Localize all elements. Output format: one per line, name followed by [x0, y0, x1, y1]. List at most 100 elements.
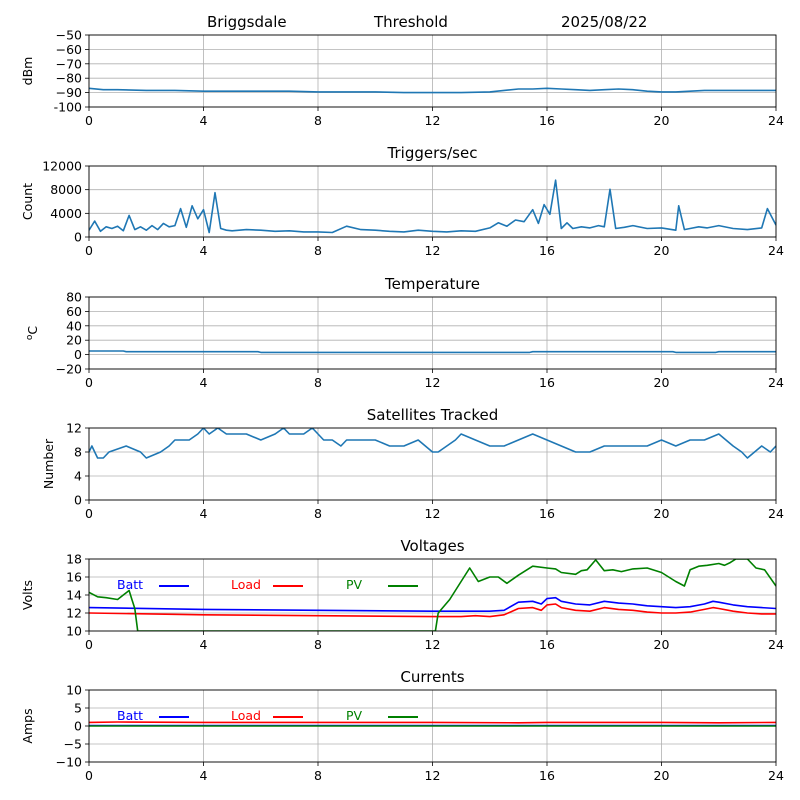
voltages-xtick-label: 4: [200, 637, 208, 652]
currents-xtick-label: 24: [768, 768, 784, 783]
temperature-ylabel-sup: o: [25, 334, 35, 340]
temperature-ytick-label: −20: [56, 362, 82, 377]
satellites-tracked-ytick-label: 8: [74, 445, 82, 460]
voltages-ylabel: Volts: [20, 580, 35, 610]
voltages-title: Voltages: [400, 537, 464, 555]
triggers-sec-ytick-label: 12000: [42, 159, 82, 174]
temperature-ytick-label: 0: [74, 347, 82, 362]
temperature-ytick-label: 20: [66, 333, 82, 348]
satellites-tracked-xtick-label: 4: [200, 506, 208, 521]
currents-ytick-label: 0: [74, 719, 82, 734]
currents-ylabel: Amps: [20, 708, 35, 743]
currents-ytick-label: −10: [56, 755, 82, 770]
satellites-tracked-panel: 0 4 8 12 16 20 24 0 4 8 12 Satellites Tracked Number: [41, 406, 784, 521]
temperature-xtick-label: 8: [314, 375, 322, 390]
temperature-axes-frame: [88, 296, 777, 370]
currents-xtick-label: 12: [425, 768, 441, 783]
voltages-legend-pv-label: PV: [346, 577, 363, 592]
dbm-xtick-label: 0: [85, 113, 93, 128]
satellites-tracked-ytick-label: 4: [74, 469, 82, 484]
dbm-xtick-label: 20: [654, 113, 670, 128]
temperature-ytick-label: 80: [66, 290, 82, 305]
satellites-tracked-ylabel: Number: [41, 438, 56, 489]
satellites-tracked-xtick-label: 16: [539, 506, 555, 521]
dbm-xtick-label: 8: [314, 113, 322, 128]
currents-xtick-label: 20: [654, 768, 670, 783]
voltages-xtick-label: 8: [314, 637, 322, 652]
voltages-axes-frame: [88, 558, 777, 632]
currents-panel: 0 4 8 12 16 20 24 −10 −5 0 5 10 Currents Amps Batt Load…: [20, 668, 784, 783]
triggers-sec-axes-frame: [88, 165, 777, 238]
triggers-sec-xtick-label: 4: [200, 243, 208, 258]
voltages-series-pv: [89, 559, 776, 631]
satellites-tracked-xtick-label: 0: [85, 506, 93, 521]
dbm-ytick-label: −50: [56, 28, 82, 43]
triggers-sec-xtick-label: 12: [425, 243, 441, 258]
satellites-tracked-xtick-label: 20: [654, 506, 670, 521]
satellites-tracked-axes-frame: [88, 427, 777, 501]
currents-xtick-label: 0: [85, 768, 93, 783]
voltages-ytick-label: 10: [66, 624, 82, 639]
dbm-panel: 0 4 8 12 16 20 24 -100−90−80−70−60−50 dBm: [20, 28, 784, 129]
currents-legend-pv-label: PV: [346, 708, 363, 723]
station-name: Briggsdale: [207, 13, 287, 31]
currents-xtick-label: 4: [200, 768, 208, 783]
voltages-legend-load-label: Load: [231, 577, 261, 592]
satellites-tracked-xtick-label: 24: [768, 506, 784, 521]
currents-series-load: [89, 721, 776, 724]
triggers-sec-title: Triggers/sec: [387, 144, 478, 162]
voltages-xtick-label: 16: [539, 637, 555, 652]
currents-xtick-label: 16: [539, 768, 555, 783]
temperature-xtick-label: 24: [768, 375, 784, 390]
dbm-xtick-label: 24: [768, 113, 784, 128]
triggers-sec-xtick-label: 0: [85, 243, 93, 258]
dbm-series-line-0: [89, 87, 776, 94]
temperature-ytick-label: 60: [66, 304, 82, 319]
triggers-sec-ylabel: Count: [20, 183, 35, 220]
temperature-xtick-label: 12: [425, 375, 441, 390]
voltages-legend-batt-label: Batt: [117, 577, 143, 592]
voltages-xtick-label: 0: [85, 637, 93, 652]
dbm-ytick-label: −90: [56, 85, 82, 100]
dbm-xtick-label: 4: [200, 113, 208, 128]
voltages-ytick-label: 14: [66, 588, 82, 603]
voltages-series-batt: [89, 596, 776, 613]
satellites-tracked-xtick-label: 8: [314, 506, 322, 521]
header: Briggsdale Threshold 2025/08/22: [207, 13, 647, 31]
satellites-tracked-ytick-label: 0: [74, 493, 82, 508]
currents-legend-load-label: Load: [231, 708, 261, 723]
voltages-ytick-label: 12: [66, 606, 82, 621]
voltages-ytick-label: 16: [66, 570, 82, 585]
voltages-xtick-label: 24: [768, 637, 784, 652]
satellites-tracked-title: Satellites Tracked: [367, 406, 498, 424]
temperature-xtick-label: 20: [654, 375, 670, 390]
voltages-series-load: [89, 603, 776, 618]
dbm-xtick-label: 12: [425, 113, 441, 128]
temperature-title: Temperature: [384, 275, 480, 293]
currents-xtick-label: 8: [314, 768, 322, 783]
currents-title: Currents: [400, 668, 464, 686]
dbm-ytick-label: −80: [56, 71, 82, 86]
temperature-xtick-label: 0: [85, 375, 93, 390]
triggers-sec-xtick-label: 16: [539, 243, 555, 258]
temperature-xtick-label: 4: [200, 375, 208, 390]
triggers-sec-ytick-label: 8000: [50, 182, 82, 197]
temperature-ylabel-main: C: [25, 326, 40, 335]
voltages-panel: 0 4 8 12 16 20 24 10 12 14 16 18 Voltages Volts Batt Lo…: [20, 537, 784, 652]
dbm-xtick-label: 16: [539, 113, 555, 128]
temperature-ytick-label: 40: [66, 318, 82, 333]
satellites-tracked-ytick-label: 12: [66, 421, 82, 436]
dbm-axes-frame: [88, 34, 777, 108]
currents-legend-batt-label: Batt: [117, 708, 143, 723]
satellites-tracked-xtick-label: 12: [425, 506, 441, 521]
temperature-series-line-0: [89, 350, 776, 354]
triggers-sec-ytick-label: 4000: [50, 206, 82, 221]
triggers-sec-panel: 0 4 8 12 16 20 24 0 4000 8000 12000 Triggers/sec Cou…: [20, 144, 784, 258]
dbm-ytick-label: -100: [54, 100, 82, 115]
triggers-sec-xtick-label: 8: [314, 243, 322, 258]
voltages-xtick-label: 12: [425, 637, 441, 652]
dbm-ytick-label: −70: [56, 56, 82, 71]
satellites-tracked-series-line-0: [89, 428, 776, 459]
